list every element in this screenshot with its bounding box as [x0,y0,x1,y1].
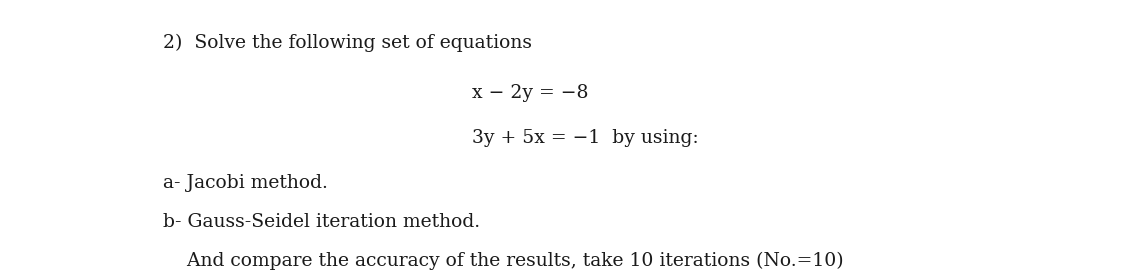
Text: 2)  Solve the following set of equations: 2) Solve the following set of equations [163,34,532,52]
Text: a- Jacobi method.: a- Jacobi method. [163,174,328,192]
Text: 3y + 5x = −1  by using:: 3y + 5x = −1 by using: [472,129,699,147]
Text: x − 2y = −8: x − 2y = −8 [472,84,590,102]
Text: And compare the accuracy of the results, take 10 iterations (No.=10): And compare the accuracy of the results,… [163,252,844,270]
Text: b- Gauss-Seidel iteration method.: b- Gauss-Seidel iteration method. [163,213,480,231]
